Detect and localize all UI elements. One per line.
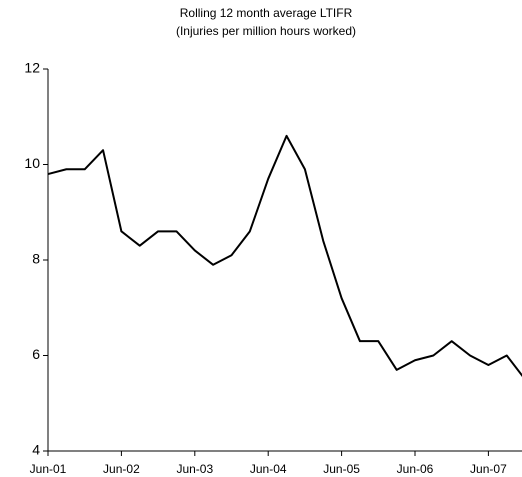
chart-subtitle: (Injuries per million hours worked) xyxy=(176,24,356,38)
x-tick-label: Jun-04 xyxy=(250,462,287,476)
chart-title: Rolling 12 month average LTIFR xyxy=(180,6,353,20)
y-tick-label: 12 xyxy=(24,60,40,76)
y-tick-label: 6 xyxy=(32,346,40,362)
x-tick-label: Jun-05 xyxy=(323,462,360,476)
x-tick-label: Jun-01 xyxy=(30,462,67,476)
y-tick-label: 8 xyxy=(32,251,40,267)
series-line xyxy=(47,134,522,377)
y-tick-label: 10 xyxy=(24,155,40,171)
x-tick-label: Jun-06 xyxy=(397,462,434,476)
x-tick-label: Jun-07 xyxy=(470,462,507,476)
y-tick-label: 4 xyxy=(32,442,40,458)
x-tick-label: Jun-02 xyxy=(103,462,140,476)
x-tick-label: Jun-03 xyxy=(176,462,213,476)
